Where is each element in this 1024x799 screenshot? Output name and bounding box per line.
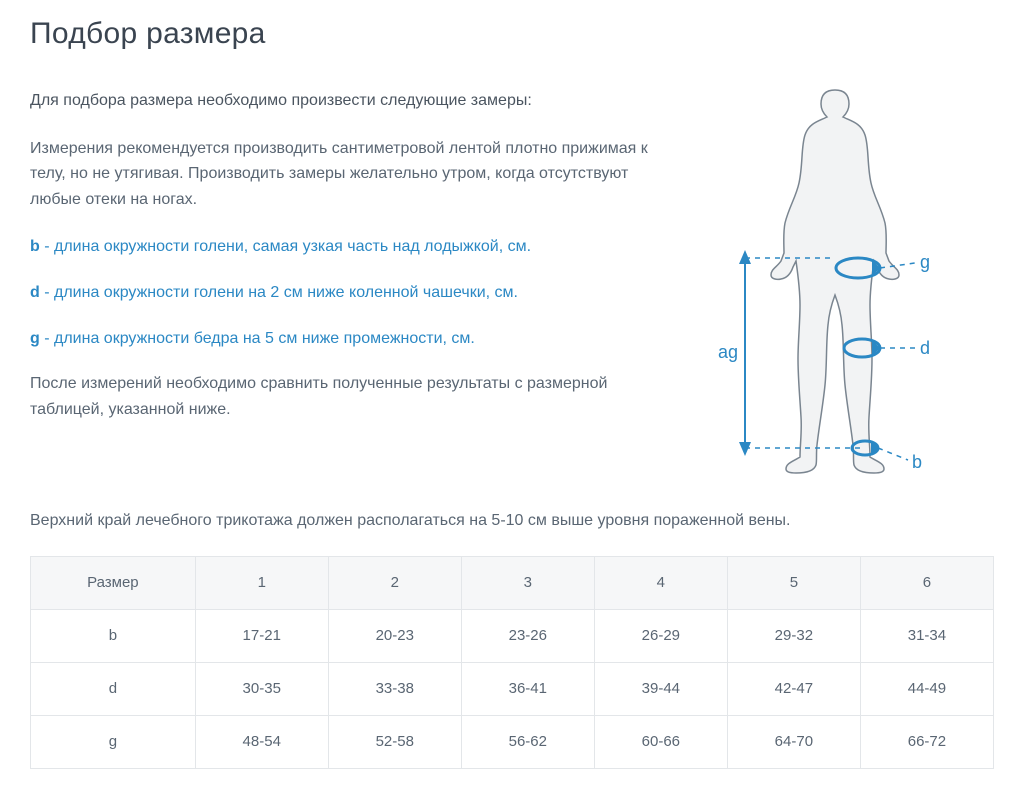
measure-d-label: d (30, 284, 40, 301)
page-title: Подбор размера (30, 10, 994, 58)
table-header-size: 1 (195, 556, 328, 609)
table-row: g 48-54 52-58 56-62 60-66 64-70 66-72 (31, 715, 994, 768)
row-label: g (31, 715, 196, 768)
table-row: b 17-21 20-23 23-26 26-29 29-32 31-34 (31, 609, 994, 662)
note-text: Верхний край лечебного трикотажа должен … (30, 508, 994, 534)
cell: 20-23 (328, 609, 461, 662)
measure-g: g - длина окружности бедра на 5 см ниже … (30, 326, 670, 352)
text-column: Для подбора размера необходимо произвест… (30, 88, 670, 488)
ag-arrow-top (739, 250, 751, 264)
cell: 17-21 (195, 609, 328, 662)
measure-d: d - длина окружности голени на 2 см ниже… (30, 280, 670, 306)
measure-d-text: - длина окружности голени на 2 см ниже к… (40, 284, 518, 301)
cell: 29-32 (727, 609, 860, 662)
size-table: Размер 1 2 3 4 5 6 b 17-21 20-23 23-26 2… (30, 556, 994, 769)
cell: 52-58 (328, 715, 461, 768)
measure-b-label: b (30, 238, 40, 255)
body-outline (771, 90, 899, 473)
cell: 39-44 (594, 662, 727, 715)
guidance-text: Измерения рекомендуется производить сант… (30, 136, 670, 213)
after-text: После измерений необходимо сравнить полу… (30, 371, 670, 422)
cell: 26-29 (594, 609, 727, 662)
cell: 23-26 (461, 609, 594, 662)
cell: 36-41 (461, 662, 594, 715)
cell: 30-35 (195, 662, 328, 715)
table-header-size: 2 (328, 556, 461, 609)
body-diagram: ag g d b (690, 88, 980, 488)
measure-g-label: g (30, 330, 40, 347)
measure-b: b - длина окружности голени, самая узкая… (30, 234, 670, 260)
ag-arrow-bottom (739, 442, 751, 456)
cell: 48-54 (195, 715, 328, 768)
measure-b-text: - длина окружности голени, самая узкая ч… (40, 238, 531, 255)
intro-text: Для подбора размера необходимо произвест… (30, 88, 670, 114)
ag-label: ag (718, 342, 738, 362)
table-header-size: 6 (860, 556, 993, 609)
cell: 44-49 (860, 662, 993, 715)
d-label: d (920, 338, 930, 358)
row-label: b (31, 609, 196, 662)
g-label: g (920, 252, 930, 272)
b-leader (878, 448, 908, 460)
cell: 66-72 (860, 715, 993, 768)
table-header-size: 3 (461, 556, 594, 609)
diagram-column: ag g d b (690, 88, 980, 488)
row-label: d (31, 662, 196, 715)
cell: 31-34 (860, 609, 993, 662)
cell: 64-70 (727, 715, 860, 768)
measure-g-text: - длина окружности бедра на 5 см ниже пр… (40, 330, 475, 347)
cell: 60-66 (594, 715, 727, 768)
cell: 56-62 (461, 715, 594, 768)
cell: 42-47 (727, 662, 860, 715)
b-label: b (912, 452, 922, 472)
table-header-size: 4 (594, 556, 727, 609)
table-header-size: 5 (727, 556, 860, 609)
table-row: d 30-35 33-38 36-41 39-44 42-47 44-49 (31, 662, 994, 715)
table-header-label: Размер (31, 556, 196, 609)
table-header-row: Размер 1 2 3 4 5 6 (31, 556, 994, 609)
cell: 33-38 (328, 662, 461, 715)
